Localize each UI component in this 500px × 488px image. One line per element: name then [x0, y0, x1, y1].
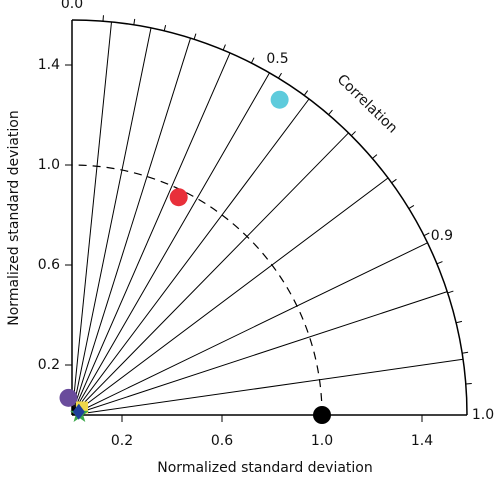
correlation-line	[71, 291, 448, 416]
correlation-line	[71, 177, 389, 416]
y-tick-label: 0.6	[38, 257, 60, 273]
arc-minor-tick	[133, 18, 136, 25]
x-tick-label: 0.6	[211, 433, 233, 449]
arc-minor-tick	[447, 290, 454, 294]
arc-minor-tick	[423, 232, 430, 237]
arc-minor-tick	[372, 154, 378, 159]
x-axis-label: Normalized standard deviation	[157, 460, 372, 476]
correlation-line	[71, 27, 152, 416]
x-tick-label: 0.2	[111, 433, 133, 449]
x-tick-label: 1.4	[411, 433, 433, 449]
arc-minor-tick	[277, 72, 282, 79]
arc-minor-tick	[193, 33, 197, 40]
correlation-tick-label: 0.0	[61, 0, 83, 12]
y-tick-label: 0.2	[38, 357, 60, 373]
point	[313, 406, 331, 424]
correlation-line	[71, 242, 428, 416]
x-tick-label: 1.0	[311, 433, 333, 449]
arc-minor-tick	[328, 109, 333, 115]
point	[270, 90, 289, 109]
correlation-line	[71, 21, 112, 416]
correlation-line	[71, 52, 231, 416]
arc-minor-tick	[391, 178, 397, 184]
correlation-line	[71, 72, 270, 416]
arc-minor-tick	[250, 57, 255, 64]
arc-minor-tick	[303, 90, 309, 96]
correlation-line	[71, 38, 191, 416]
correlation-line	[71, 98, 310, 416]
arc-minor-tick	[455, 320, 463, 324]
outer-arc	[71, 19, 468, 416]
correlation-tick-label: 0.5	[266, 51, 288, 67]
y-axis-label: Normalized standard deviation	[6, 110, 22, 325]
reference-arc	[71, 164, 323, 416]
arc-minor-tick	[350, 131, 356, 137]
correlation-tick-label: 1.0	[472, 407, 494, 423]
point	[169, 188, 188, 207]
correlation-label: Correlation	[334, 71, 401, 136]
point	[72, 403, 85, 420]
correlation-tick-label: 0.9	[431, 228, 453, 244]
arc-minor-tick	[436, 261, 443, 265]
correlation-line	[71, 132, 349, 416]
y-tick-label: 1.0	[38, 157, 60, 173]
point	[59, 388, 78, 407]
y-tick-label: 1.4	[38, 57, 60, 73]
correlation-line	[71, 358, 464, 416]
arc-minor-tick	[222, 44, 226, 51]
arc-minor-tick	[163, 24, 167, 32]
arc-minor-tick	[462, 351, 469, 354]
arc-minor-tick	[408, 205, 415, 210]
